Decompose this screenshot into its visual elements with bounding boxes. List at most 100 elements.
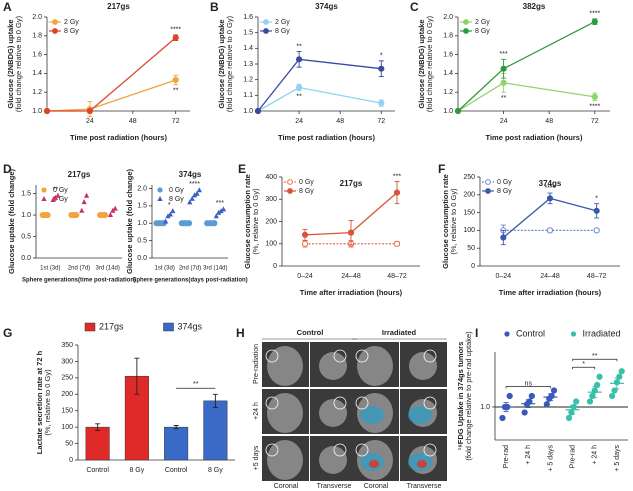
- error-bar: [614, 377, 620, 390]
- x-tick-label: 1st (3d): [154, 266, 174, 272]
- legend-label: 8 Gy: [299, 188, 314, 195]
- error-bar: [570, 404, 576, 415]
- y-tick-label: 1.5: [137, 203, 147, 210]
- data-point: [500, 234, 507, 241]
- scan-body: [267, 346, 303, 386]
- data-point: [546, 227, 554, 234]
- data-point: [81, 199, 87, 205]
- y-axis-label: Glucose uptake (fold change): [125, 168, 134, 274]
- y-axis-label: (fold change relative to pre-rad uptake): [464, 331, 473, 461]
- error-bar: [503, 402, 509, 412]
- significance: **: [296, 93, 302, 100]
- bar: [203, 400, 228, 461]
- data-point: [220, 206, 227, 212]
- y-axis-label: Glucose consumption rate: [441, 174, 450, 269]
- error-bar: [134, 357, 140, 395]
- legend-label: 0 Gy: [497, 179, 512, 186]
- significance: **: [53, 187, 59, 194]
- data-point: [163, 218, 169, 224]
- legend-label: 8 Gy: [497, 188, 512, 195]
- data-point: [213, 213, 219, 219]
- y-tick-label: 100: [265, 241, 277, 248]
- data-point: [112, 205, 118, 211]
- legend-marker: [157, 196, 163, 201]
- y-tick-label: 1.2: [32, 89, 42, 96]
- y-tick-label: 0: [471, 263, 475, 270]
- image-panel: H Control Irradiated Pre-radiation +24 h…: [236, 326, 447, 490]
- data-point: [499, 414, 506, 422]
- legend-swatch: [84, 322, 96, 332]
- scan-uptake: [408, 406, 432, 424]
- x-tick-label: Control: [165, 467, 188, 474]
- y-axis-label: (%, relative to 0 Gy): [251, 188, 260, 255]
- legend-marker: [52, 28, 58, 34]
- x-tick-label: 72: [591, 118, 599, 125]
- bar: [85, 426, 110, 461]
- data-point: [378, 65, 385, 72]
- legend-marker: [463, 19, 469, 25]
- y-tick-label: 150: [61, 408, 73, 415]
- y-tick-label: 1.4: [32, 70, 42, 77]
- y-tick-label: 0.0: [21, 255, 31, 262]
- x-tick-label: 3rd (14d): [203, 266, 227, 272]
- row-label: Pre-radiation: [253, 344, 260, 384]
- significance: *: [168, 202, 171, 209]
- chart-title: 382gs: [523, 2, 546, 11]
- y-tick-label: 0.0: [137, 255, 147, 262]
- x-tick-label: 2nd (7d): [179, 266, 201, 272]
- data-point: [165, 213, 171, 219]
- column-header: Irradiated: [382, 328, 417, 337]
- y-axis-label: Glucose uptake (fold change): [7, 168, 16, 274]
- chart-title: 217gs: [107, 2, 130, 11]
- y-tick-label: 1.8: [443, 33, 453, 40]
- data-point: [191, 192, 198, 198]
- data-point: [596, 373, 603, 380]
- data-point: [591, 93, 598, 101]
- tumor-roi: [265, 396, 279, 410]
- x-tick-label: 48: [336, 118, 344, 125]
- x-axis-label: Time after irradiation (hours): [499, 288, 602, 297]
- data-point: [189, 195, 195, 201]
- y-tick-label: 350: [61, 342, 73, 349]
- data-point: [172, 34, 179, 41]
- x-tick-label: Pre-rad: [503, 445, 510, 468]
- legend-label: 0 Gy: [299, 179, 314, 186]
- y-tick-label: 1.4: [243, 45, 253, 52]
- x-tick-label: 48–72: [587, 273, 607, 280]
- y-tick-label: 0.5: [137, 237, 147, 244]
- error-bar: [592, 386, 598, 399]
- legend-label: 217gs: [99, 321, 124, 331]
- legend-label: 8 Gy: [275, 28, 290, 35]
- legend-label: 374gs: [178, 321, 203, 331]
- tumor-roi: [265, 443, 279, 457]
- data-point: [185, 220, 193, 227]
- data-point: [296, 56, 303, 63]
- data-point: [187, 199, 193, 205]
- chart-title: 374gs: [179, 170, 202, 179]
- data-point: [107, 212, 114, 218]
- view-label: Transverse: [407, 483, 442, 490]
- view-label: Transverse: [317, 483, 352, 490]
- x-axis-label: Sphere generations(time post-radiation): [22, 278, 136, 284]
- y-axis-label: Glucose (2NBDG) uptake: [6, 19, 15, 108]
- y-axis-label: (fold change relative to 0 Gy): [225, 15, 234, 112]
- panel-label: G: [3, 326, 12, 340]
- legend-marker: [52, 19, 58, 25]
- y-tick-label: 200: [61, 391, 73, 398]
- tumor-roi: [333, 349, 347, 363]
- y-tick-label: 1.0: [137, 220, 147, 227]
- y-tick-label: 250: [463, 174, 475, 181]
- chart-title: 217gs: [68, 170, 91, 179]
- y-tick-label: 1.0: [443, 108, 453, 115]
- x-axis-label: Time after irradiation (hours): [300, 288, 403, 297]
- data-point: [378, 100, 385, 107]
- significance: ****: [589, 11, 600, 18]
- y-tick-label: 1.1: [243, 92, 253, 99]
- data-point: [44, 211, 51, 219]
- data-point: [565, 414, 573, 422]
- significance: ****: [189, 181, 200, 188]
- data-point: [211, 220, 218, 227]
- data-point: [167, 211, 174, 217]
- x-axis-label: Time post radiation (hours): [278, 133, 375, 142]
- scan-body: [267, 440, 303, 480]
